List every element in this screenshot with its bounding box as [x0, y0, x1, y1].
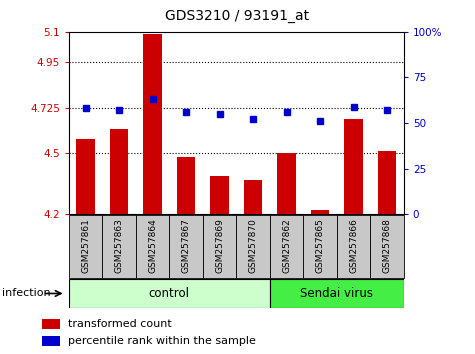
Text: GSM257866: GSM257866 — [349, 218, 358, 273]
Bar — [170, 215, 203, 278]
Bar — [210, 176, 229, 214]
Bar — [304, 215, 337, 278]
Bar — [69, 215, 103, 278]
Bar — [203, 215, 237, 278]
Text: GSM257863: GSM257863 — [114, 218, 124, 273]
Text: Sendai virus: Sendai virus — [300, 287, 373, 300]
Text: GSM257870: GSM257870 — [248, 218, 257, 273]
Bar — [110, 129, 128, 214]
Text: GSM257867: GSM257867 — [181, 218, 190, 273]
Text: GSM257868: GSM257868 — [382, 218, 391, 273]
Bar — [270, 279, 404, 308]
Bar — [344, 119, 363, 214]
Bar — [76, 139, 95, 214]
Bar — [136, 215, 170, 278]
Bar — [370, 215, 404, 278]
Bar — [277, 153, 296, 214]
Bar — [237, 215, 270, 278]
Text: GSM257862: GSM257862 — [282, 218, 291, 273]
Bar — [42, 319, 60, 329]
Text: infection: infection — [2, 289, 51, 298]
Text: transformed count: transformed count — [68, 319, 172, 330]
Bar — [311, 210, 329, 214]
Bar — [177, 158, 195, 214]
Text: GSM257864: GSM257864 — [148, 218, 157, 273]
Text: GDS3210 / 93191_at: GDS3210 / 93191_at — [165, 9, 310, 23]
Bar — [143, 34, 162, 214]
Bar — [337, 215, 370, 278]
Bar — [378, 152, 396, 214]
Bar — [270, 215, 304, 278]
Bar — [42, 336, 60, 346]
Text: control: control — [149, 287, 190, 300]
Text: GSM257861: GSM257861 — [81, 218, 90, 273]
Text: percentile rank within the sample: percentile rank within the sample — [68, 336, 256, 346]
Bar — [69, 279, 270, 308]
Text: GSM257865: GSM257865 — [315, 218, 324, 273]
Bar — [103, 215, 136, 278]
Text: GSM257869: GSM257869 — [215, 218, 224, 273]
Bar — [244, 180, 262, 214]
